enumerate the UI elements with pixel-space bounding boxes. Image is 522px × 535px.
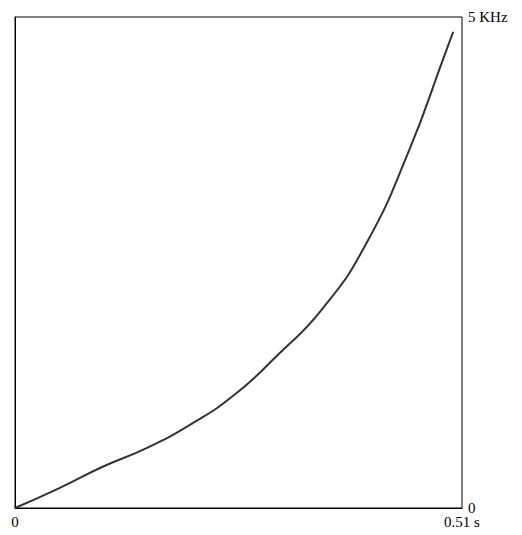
svg-text:0: 0 [11, 514, 19, 530]
svg-text:0: 0 [468, 500, 476, 516]
svg-text:0.51 s: 0.51 s [444, 514, 480, 530]
svg-text:5 KHz: 5 KHz [468, 9, 508, 25]
